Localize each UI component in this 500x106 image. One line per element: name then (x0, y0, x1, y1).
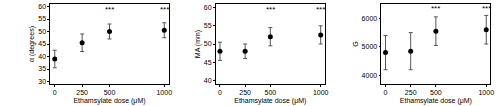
svg-text:250: 250 (239, 89, 251, 96)
svg-text:0: 0 (218, 89, 222, 96)
svg-text:0: 0 (384, 89, 388, 96)
svg-text:30: 30 (38, 78, 46, 85)
svg-text:55: 55 (38, 15, 46, 22)
svg-text:***: *** (316, 5, 325, 14)
svg-text:45: 45 (204, 59, 212, 66)
svg-text:55: 55 (204, 22, 212, 29)
svg-text:0: 0 (53, 89, 57, 96)
svg-text:40: 40 (38, 53, 46, 60)
svg-text:5000: 5000 (362, 43, 378, 50)
svg-text:35: 35 (38, 65, 46, 72)
svg-text:1000: 1000 (156, 89, 172, 96)
svg-text:500: 500 (264, 89, 276, 96)
svg-text:1000: 1000 (313, 89, 329, 96)
svg-text:***: *** (431, 4, 440, 13)
svg-text:Ethamsylate dose (μM): Ethamsylate dose (μM) (234, 97, 306, 105)
svg-text:60: 60 (38, 3, 46, 10)
svg-text:500: 500 (104, 89, 116, 96)
svg-text:6000: 6000 (362, 15, 378, 22)
svg-text:***: *** (105, 5, 114, 14)
svg-text:250: 250 (76, 89, 88, 96)
svg-text:250: 250 (405, 89, 417, 96)
svg-text:40: 40 (204, 77, 212, 84)
svg-text:G: G (352, 41, 359, 46)
svg-text:50: 50 (38, 28, 46, 35)
svg-text:45: 45 (38, 40, 46, 47)
svg-text:50: 50 (204, 40, 212, 47)
svg-text:500: 500 (430, 89, 442, 96)
svg-text:***: *** (266, 5, 275, 14)
svg-text:Ethamsylate dose (μM): Ethamsylate dose (μM) (400, 97, 472, 105)
svg-text:1000: 1000 (478, 89, 494, 96)
svg-text:α (degrees): α (degrees) (28, 26, 36, 62)
svg-text:Ethamsylate dose (μM): Ethamsylate dose (μM) (73, 97, 145, 105)
svg-text:***: *** (482, 4, 491, 13)
svg-text:60: 60 (204, 4, 212, 11)
svg-text:***: *** (160, 5, 169, 14)
svg-text:MA (mm): MA (mm) (194, 30, 202, 58)
svg-text:4000: 4000 (362, 72, 378, 79)
